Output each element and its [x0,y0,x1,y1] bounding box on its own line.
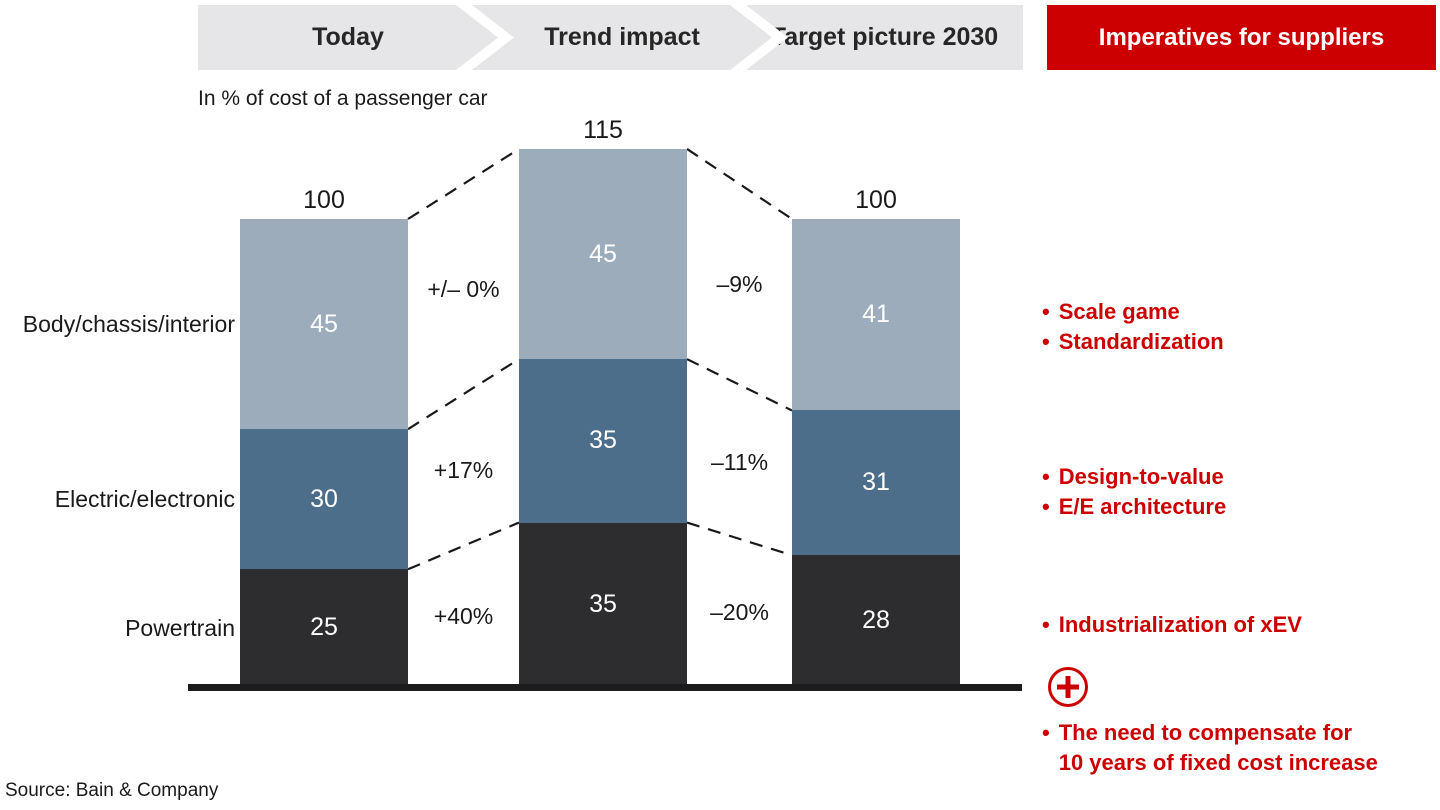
imperative-text: The need to compensate for 10 years of f… [1058,720,1378,775]
bar-total-label: 115 [583,115,623,144]
imperatives-group: • Industrialization of xEV [1042,610,1440,640]
imperative-text: E/E architecture [1058,494,1227,519]
imperatives-group: • The need to compensate for 10 years of … [1042,718,1440,778]
dashed-connector [407,148,520,220]
plus-icon [1048,667,1088,707]
category-label: Electric/electronic [54,486,235,513]
bullet-icon: • [1042,329,1050,354]
transition-label: –11% [710,448,769,475]
bar-segment: 35 [519,359,687,523]
bar-segment: 31 [792,410,960,556]
bar-segment: 30 [240,429,408,570]
bar-total-label: 100 [303,186,345,214]
bullet-icon: • [1042,464,1050,489]
imperatives-group: • Scale game • Standardization [1042,297,1440,357]
bullet-icon: • [1042,299,1050,324]
x-axis-line [188,684,1022,691]
step-today: Today [198,5,498,70]
category-label: Powertrain [125,614,235,641]
bullet-icon: • [1042,494,1050,519]
imperative-item: • Standardization [1042,327,1440,357]
imperative-text: Standardization [1058,329,1224,354]
imperative-text: Design-to-value [1058,464,1224,489]
imperative-item: • E/E architecture [1042,492,1440,522]
imperative-item: • Design-to-value [1042,462,1440,492]
dashed-connector [686,521,793,557]
imperatives-header-label: Imperatives for suppliers [1098,23,1385,51]
step-trend-impact-label: Trend impact [544,23,700,51]
bullet-icon: • [1042,612,1050,637]
bar-segment: 41 [792,219,960,411]
source-note: Source: Bain & Company [5,780,219,801]
transition-label: –9% [716,271,763,298]
dashed-connector [686,358,793,412]
transition-label: +17% [433,457,494,483]
bar-segment: 45 [240,219,408,430]
bar-segment: 45 [519,148,687,360]
transition-label: –20% [710,599,769,626]
imperatives-group: • Design-to-value • E/E architecture [1042,462,1440,522]
imperative-text: Scale game [1058,299,1180,324]
imperatives-header: Imperatives for suppliers [1047,5,1436,70]
imperative-item: • The need to compensate for 10 years of … [1042,718,1440,778]
transition-label: +40% [433,602,494,629]
bullet-icon: • [1042,720,1050,745]
dashed-connector [407,521,520,571]
dashed-connector [686,148,793,220]
bar-segment: 35 [519,522,687,686]
bar-total-label: 100 [855,186,897,214]
step-target-picture-2030: Target picture 2030 [746,5,1023,70]
imperative-item: • Scale game [1042,297,1440,327]
step-trend-impact: Trend impact [472,5,772,70]
imperative-item: • Industrialization of xEV [1042,610,1440,640]
bar-segment: 28 [792,555,960,686]
dashed-connector [407,358,520,431]
category-label: Body/chassis/interior [22,311,235,338]
transition-label: +/– 0% [427,276,500,303]
imperative-text: Industrialization of xEV [1058,612,1302,637]
bar-segment: 25 [240,569,408,686]
axis-unit-label: In % of cost of a passenger car [198,87,488,110]
step-today-label: Today [312,23,384,51]
step-target-picture-2030-label: Target picture 2030 [770,23,999,51]
